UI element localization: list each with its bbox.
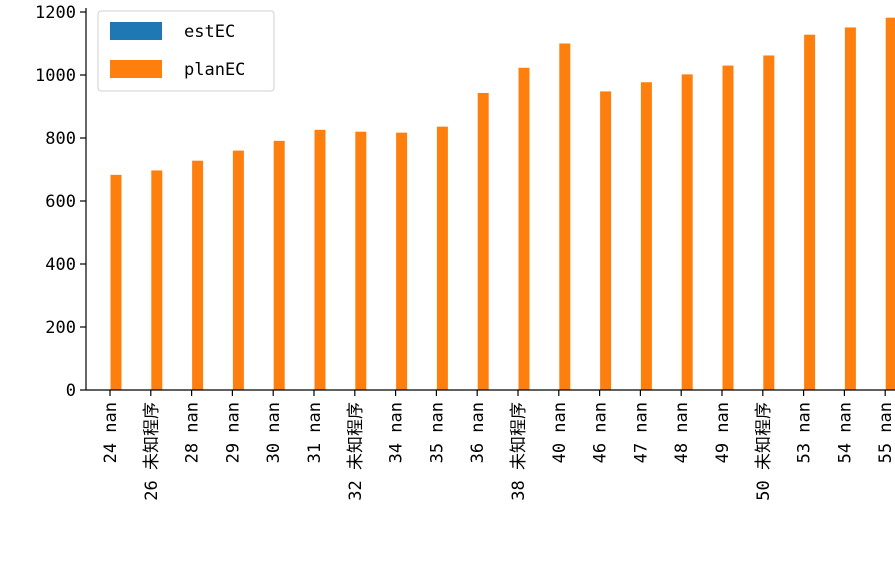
x-tick-label-text: 26 未知程序 — [142, 402, 162, 501]
y-tick-label: 200 — [45, 318, 76, 338]
x-tick-label-text: 40 nan — [550, 402, 570, 463]
legend-label-planEC: planEC — [184, 60, 245, 80]
x-tick-label-text: 53 nan — [795, 402, 815, 463]
bar-planEC-6 — [355, 131, 367, 390]
bar-planEC-4 — [273, 140, 285, 390]
x-axis: 24 nan 26 未知程序 28 nan 29 nan 30 nan 31 nan 32 … — [86, 389, 895, 501]
x-tick-label-text: 24 nan — [101, 402, 121, 463]
x-tick-label-text: 30 nan — [264, 402, 284, 463]
legend-swatch-planEC — [110, 60, 162, 78]
bar-planEC-3 — [232, 150, 244, 390]
bar-planEC-9 — [477, 92, 489, 390]
bar-planEC-5 — [314, 129, 326, 390]
x-tick-label-text: 38 未知程序 — [509, 402, 529, 501]
bar-planEC-14 — [681, 74, 693, 391]
x-tick-label: 30 nan — [264, 402, 284, 463]
legend-swatch-estEC — [110, 22, 162, 40]
bar-planEC-0 — [110, 174, 122, 390]
y-tick-label: 1000 — [35, 66, 76, 86]
x-tick-label-text: 31 nan — [305, 402, 325, 463]
x-tick-label: 47 nan — [631, 402, 651, 463]
x-tick-label: 36 nan — [468, 402, 488, 463]
bar-planEC-7 — [396, 132, 408, 390]
x-tick-label: 31 nan — [305, 402, 325, 463]
bar-planEC-1 — [151, 170, 163, 390]
x-tick-label-text: 46 nan — [591, 402, 611, 463]
bar-planEC-15 — [722, 65, 734, 391]
y-tick-label: 0 — [66, 381, 76, 401]
y-axis: 0 200 400 600 800 1000 1200 — [35, 3, 87, 401]
bar-planEC-10 — [518, 67, 530, 390]
x-tick-label: 49 nan — [713, 402, 733, 463]
x-tick-label-text: 36 nan — [468, 402, 488, 463]
legend: estEC planEC — [97, 10, 275, 92]
x-tick-label-text: 32 未知程序 — [346, 402, 366, 501]
x-tick-label-text: 49 nan — [713, 402, 733, 463]
y-tick-label: 400 — [45, 255, 76, 275]
x-tick-label: 29 nan — [223, 402, 243, 463]
x-tick-label-text: 28 nan — [183, 402, 203, 463]
x-tick-label: 55 nan — [876, 402, 895, 463]
x-tick-label-text: 29 nan — [223, 402, 243, 463]
x-tick-label: 34 nan — [387, 402, 407, 463]
bar-planEC-12 — [600, 91, 612, 390]
bars-group — [110, 17, 895, 391]
x-tick-label: 24 nan — [101, 402, 121, 463]
bar-planEC-11 — [559, 43, 571, 390]
bar-planEC-16 — [763, 55, 775, 390]
y-tick-label: 1200 — [35, 3, 76, 23]
x-tick-label: 32 未知程序 — [346, 402, 366, 501]
x-tick-label-text: 35 nan — [427, 402, 447, 463]
x-tick-label: 40 nan — [550, 402, 570, 463]
x-tick-label: 26 未知程序 — [142, 402, 162, 501]
x-tick-label: 53 nan — [795, 402, 815, 463]
x-tick-label-text: 47 nan — [631, 402, 651, 463]
bar-planEC-17 — [804, 34, 816, 391]
x-tick-label-text: 48 nan — [672, 402, 692, 463]
x-tick-label: 48 nan — [672, 402, 692, 463]
x-tick-label-text: 54 nan — [835, 402, 855, 463]
x-tick-label: 35 nan — [427, 402, 447, 463]
bar-planEC-13 — [640, 82, 652, 391]
y-tick-label: 600 — [45, 192, 76, 212]
x-tick-label-text: 50 未知程序 — [754, 402, 774, 501]
x-tick-label: 46 nan — [591, 402, 611, 463]
x-tick-label: 54 nan — [835, 402, 855, 463]
bar-planEC-18 — [844, 27, 856, 391]
x-tick-label-text: 55 nan — [876, 402, 895, 463]
x-tick-label: 50 未知程序 — [754, 402, 774, 501]
bar-planEC-2 — [192, 160, 204, 390]
bar-planEC-19 — [885, 17, 895, 390]
x-tick-label-text: 34 nan — [387, 402, 407, 463]
legend-label-estEC: estEC — [184, 22, 235, 42]
x-tick-label: 28 nan — [183, 402, 203, 463]
y-tick-label: 800 — [45, 129, 76, 149]
bar-planEC-8 — [436, 126, 448, 390]
x-tick-label: 38 未知程序 — [509, 402, 529, 501]
